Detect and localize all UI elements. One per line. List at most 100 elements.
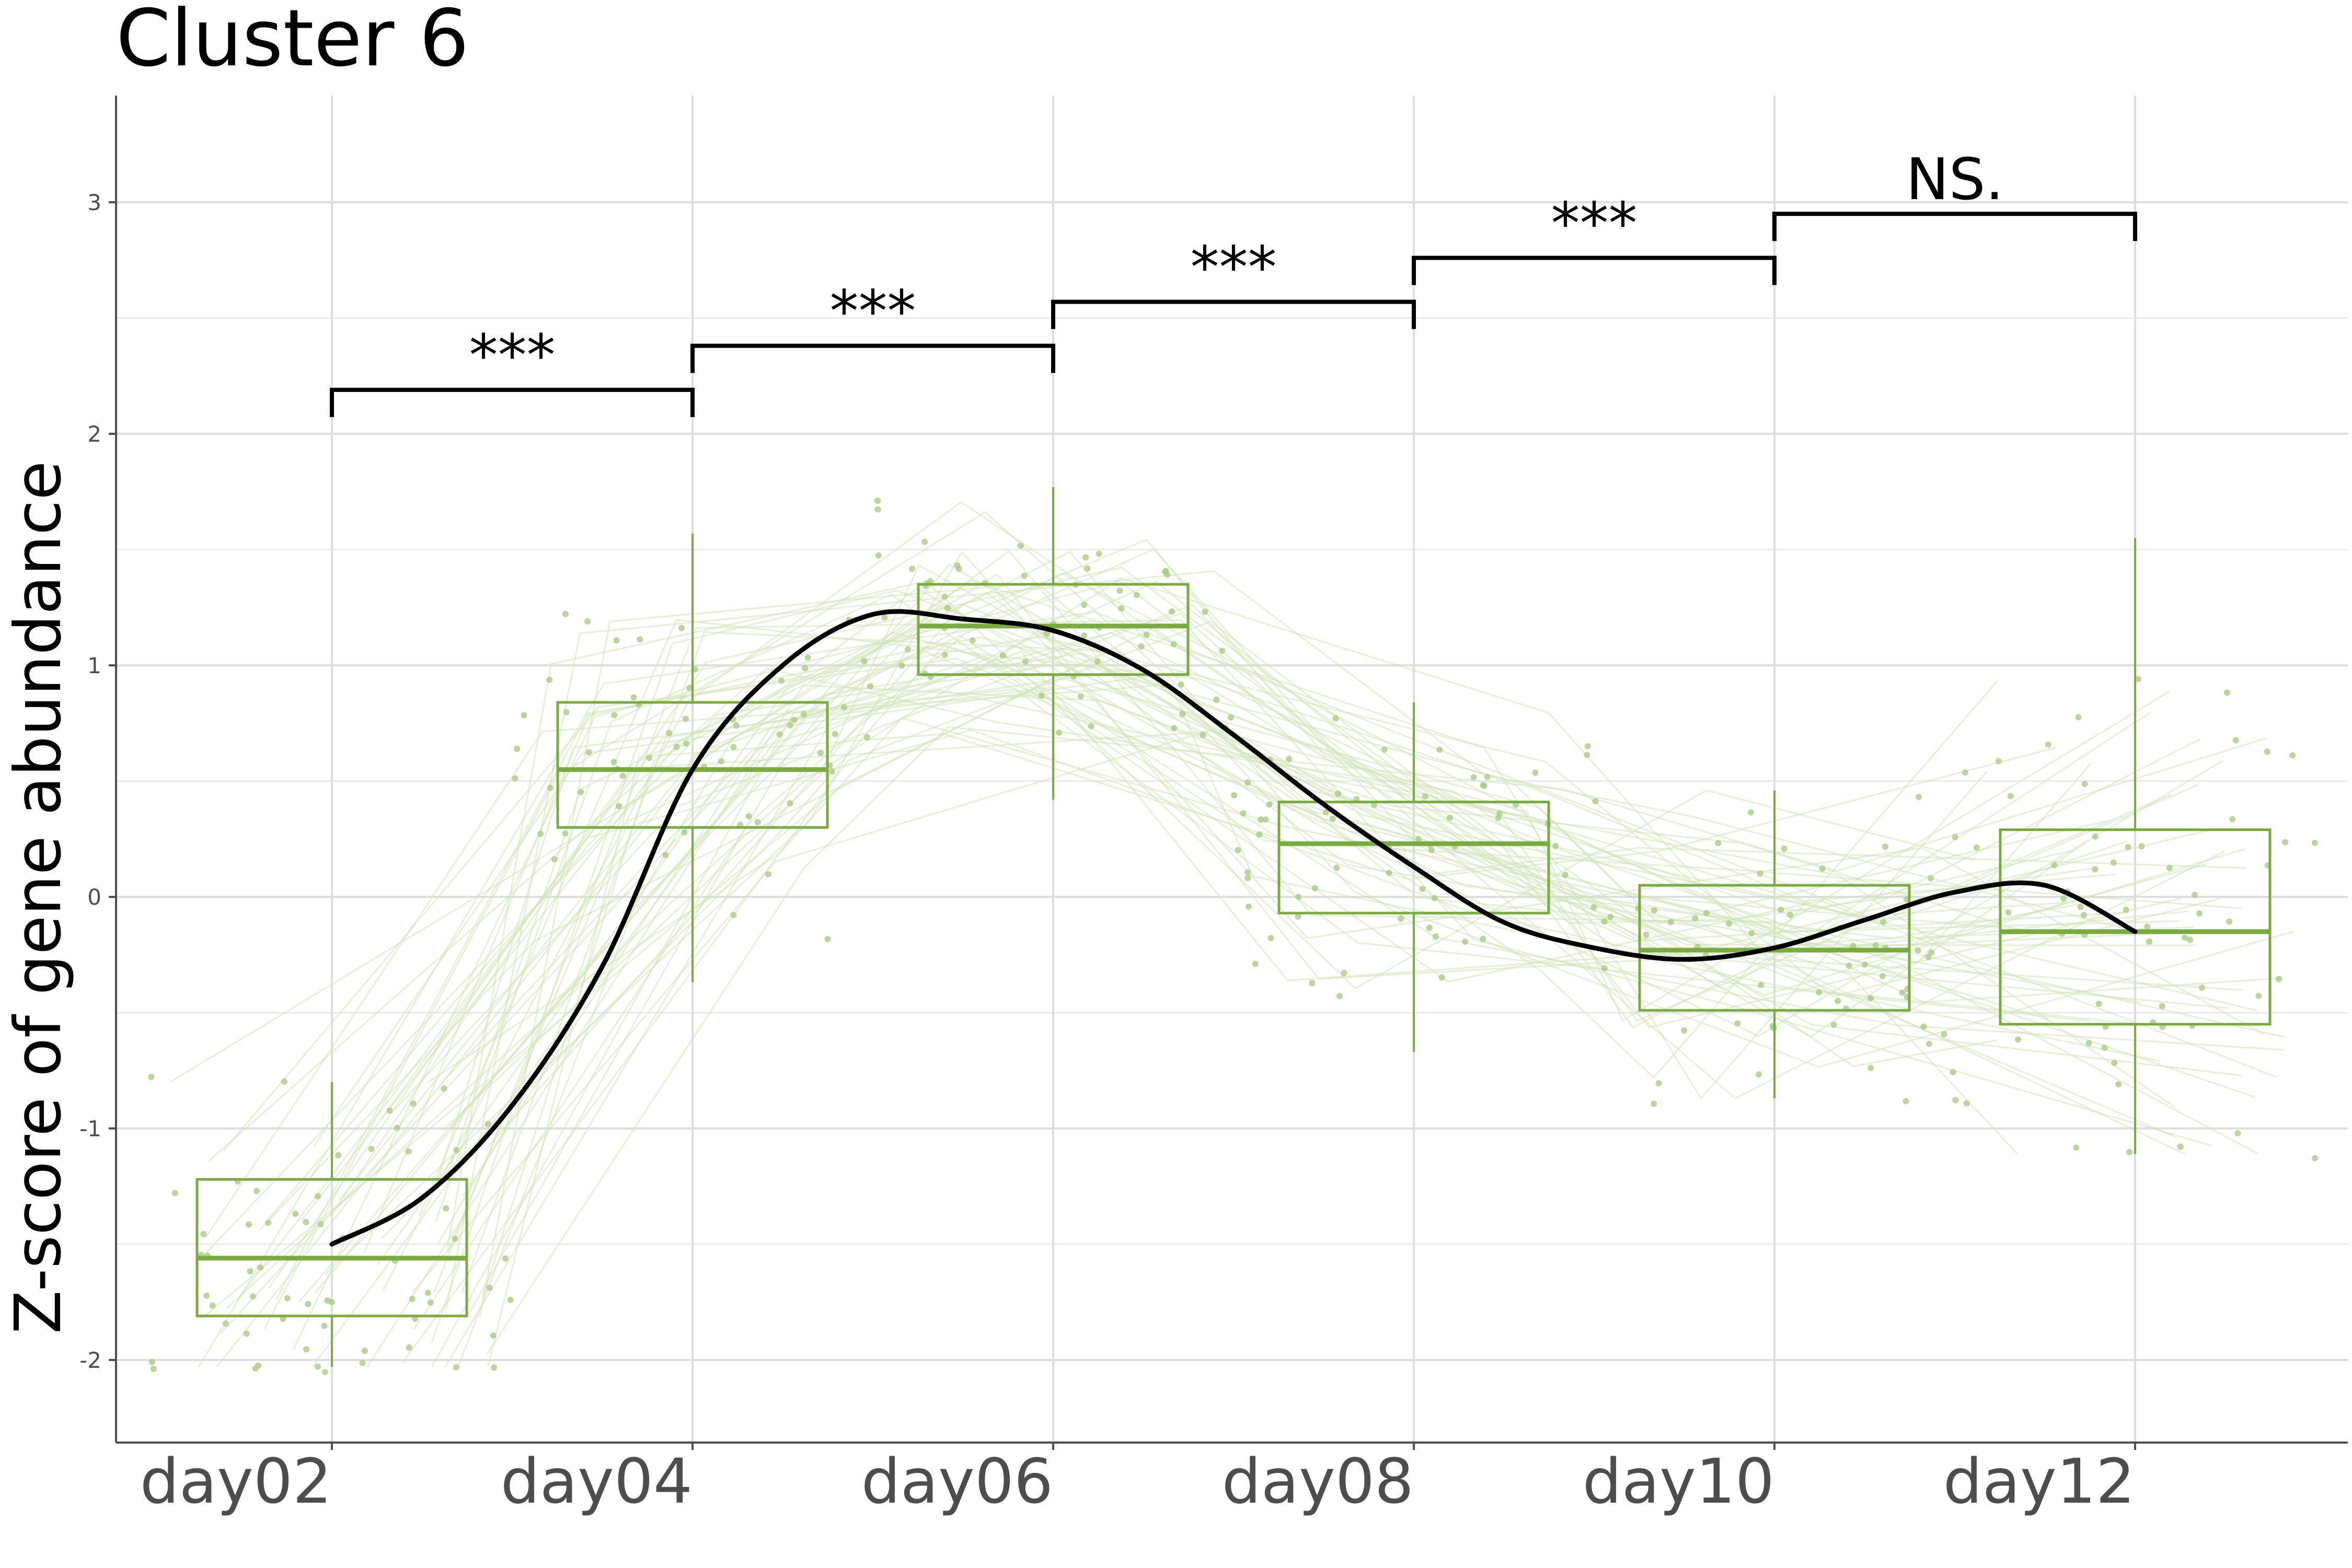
data-point [1562,871,1569,878]
data-point [800,711,807,718]
gene-lines-layer [169,501,2294,1368]
data-point [2075,714,2082,721]
data-point [1295,894,1302,901]
data-point [222,1320,229,1327]
data-point [2159,1003,2165,1010]
data-point [2282,839,2289,846]
gene-line [263,511,2018,1330]
data-point [562,610,569,617]
data-point [745,813,752,820]
data-point [2312,1155,2319,1161]
significance-bracket [690,343,1055,373]
data-point [1244,874,1251,881]
data-point [1081,632,1088,639]
data-point [2177,1144,2184,1150]
data-point [1920,1023,1927,1030]
data-point [514,745,521,752]
data-point [1757,870,1763,877]
data-point [861,658,868,665]
significance-layer: *** *** *** *** NS. [330,146,2137,417]
data-point [1419,885,1426,892]
gene-line [236,670,2246,1301]
data-point [1017,543,1024,549]
data-point [1667,919,1674,926]
data-point [941,651,948,658]
data-point [1200,732,1206,739]
data-point [2125,844,2131,850]
data-point [1334,790,1341,797]
data-point [1726,920,1733,927]
data-point [1244,779,1251,786]
data-point [1179,710,1186,717]
data-point [1480,782,1486,789]
data-point [537,831,544,837]
data-point [257,1264,264,1271]
data-point [1231,792,1238,799]
gene-line [381,644,2021,1239]
data-point [2232,737,2239,744]
data-point [305,1300,312,1307]
gene-line [468,563,2245,1315]
data-point [1715,840,1722,847]
data-point [1882,843,1889,850]
data-point [999,652,1006,659]
data-point [1415,836,1422,843]
data-point [1431,895,1438,902]
data-point [2196,910,2203,917]
data-point [1601,965,1608,972]
gene-line [447,581,2228,1252]
data-point [1830,1021,1837,1028]
data-point [875,552,882,559]
data-point [2264,748,2270,755]
data-point [801,665,808,672]
data-point [486,1284,493,1291]
data-point [368,1146,375,1152]
data-point [1681,1027,1688,1034]
data-point [2080,912,2087,918]
data-point [171,1190,178,1196]
data-point [585,749,592,756]
data-point [1880,919,1887,926]
data-point [410,1100,417,1107]
gene-line [412,690,2171,1293]
data-point [1171,725,1178,732]
data-point [547,785,554,791]
data-point [2051,862,2058,869]
data-point [1398,915,1404,922]
data-point [317,1221,324,1228]
data-point [1816,989,1823,996]
data-point [1082,554,1089,561]
box-day08 [1277,800,1550,915]
data-point [730,744,737,751]
data-point [874,498,881,504]
data-point [280,1316,286,1322]
data-point [1748,930,1755,937]
data-point [1381,746,1388,753]
data-point [1333,864,1340,871]
x-tick-label: day10 [1583,1445,1774,1517]
data-point [881,614,888,621]
data-point [1043,630,1050,637]
data-point [2111,1059,2118,1066]
y-axis-label: Z-score of gene abundance [1,461,75,1334]
data-point [1088,723,1094,730]
data-point [1835,998,1841,1005]
data-point [2060,895,2067,902]
data-point [1170,641,1177,648]
data-point [1747,809,1754,816]
data-point [1846,962,1852,969]
data-point [1446,814,1453,821]
data-point [424,1289,431,1296]
significance-label: NS. [1906,146,2003,213]
data-point [1819,866,1826,872]
gene-line [223,658,2243,1151]
data-point [1219,648,1226,654]
data-point [148,1358,155,1365]
data-point [1118,605,1125,612]
data-point [452,1236,458,1242]
data-point [405,1148,412,1155]
data-point [1256,831,1263,838]
data-point [321,1369,328,1376]
data-point [778,677,785,684]
